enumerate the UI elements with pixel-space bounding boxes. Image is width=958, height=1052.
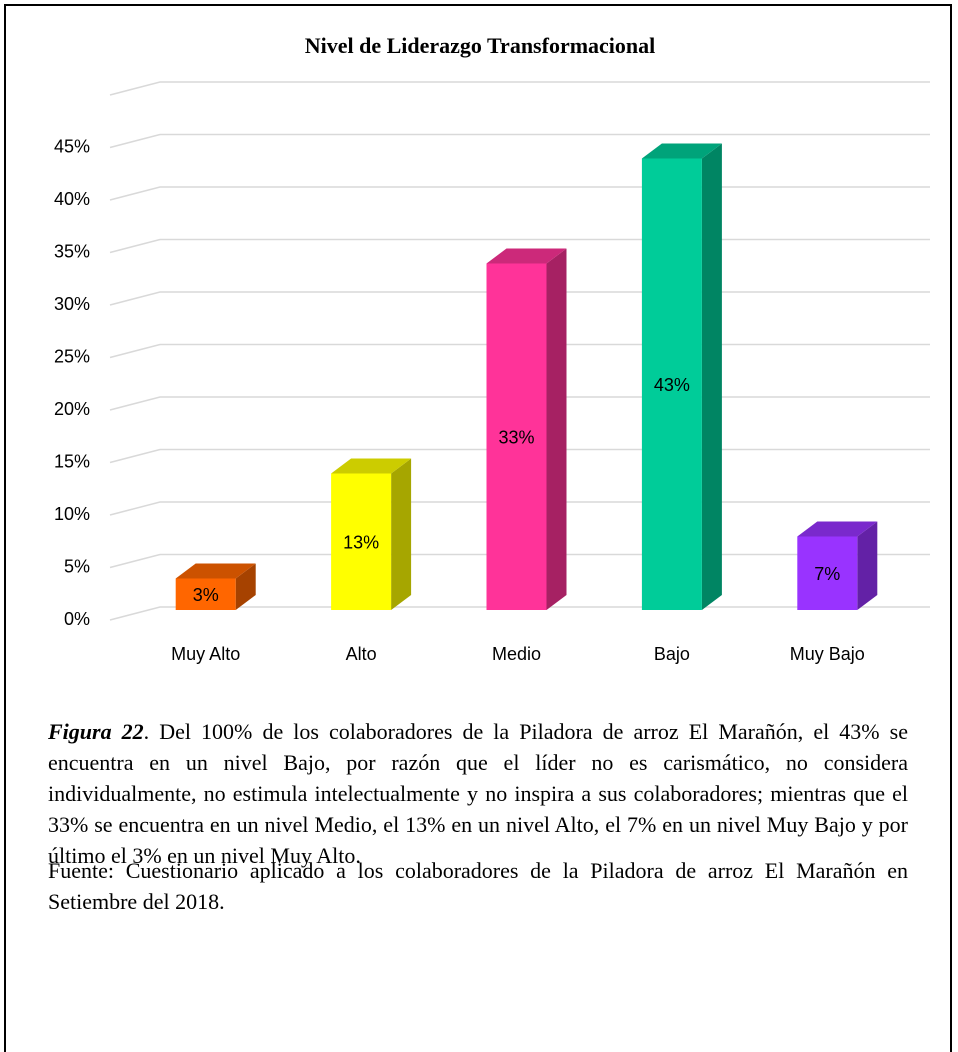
- figure-label: Figura 22: [48, 719, 144, 744]
- y-tick-label: 45%: [54, 136, 90, 156]
- y-tick-label: 40%: [54, 189, 90, 209]
- bar: [486, 263, 547, 610]
- value-label: 33%: [498, 428, 534, 448]
- bar: [331, 473, 392, 610]
- bar: [175, 578, 236, 610]
- bar-side: [857, 521, 878, 610]
- grid-line: [109, 81, 930, 96]
- bar-side: [391, 458, 412, 610]
- y-tick-label: 15%: [54, 451, 90, 471]
- y-tick-label: 5%: [64, 556, 90, 576]
- x-tick-label: Alto: [346, 644, 377, 664]
- bar-side: [235, 563, 256, 610]
- y-tick-label: 20%: [54, 399, 90, 419]
- y-tick-label: 0%: [64, 609, 90, 629]
- value-label: 3%: [193, 585, 219, 605]
- bar-top: [331, 458, 412, 474]
- caption: Figura 22. Del 100% de los colaboradores…: [48, 716, 908, 871]
- bar-top: [486, 248, 567, 264]
- y-tick-label: 25%: [54, 346, 90, 366]
- value-label: 7%: [814, 564, 840, 584]
- source: Fuente: Cuestionario aplicado a los cola…: [48, 858, 908, 914]
- x-tick-label: Medio: [492, 644, 541, 664]
- grid-line: [109, 186, 930, 201]
- chart: Nivel de Liderazgo Transformacional 0% 5%…: [54, 33, 930, 664]
- grid-line: [109, 133, 930, 149]
- y-tick-label: 30%: [54, 294, 90, 314]
- bar: [797, 536, 858, 610]
- bar-top: [641, 143, 722, 159]
- y-tick-label: 35%: [54, 241, 90, 261]
- x-tick-label: Muy Bajo: [790, 644, 865, 664]
- x-tick-label: Bajo: [654, 644, 690, 664]
- bar-top: [175, 563, 256, 579]
- figure-frame: [4, 4, 952, 1052]
- bar-top: [797, 521, 878, 537]
- x-tick-label: Muy Alto: [171, 644, 240, 664]
- bar: [641, 158, 702, 610]
- bar-side: [701, 143, 722, 610]
- chart-title: Nivel de Liderazgo Transformacional: [305, 33, 656, 58]
- bar-side: [546, 248, 567, 610]
- caption-text: . Del 100% de los colaboradores de la Pi…: [48, 719, 908, 868]
- y-tick-label: 10%: [54, 504, 90, 524]
- value-label: 43%: [654, 375, 690, 395]
- value-label: 13%: [343, 533, 379, 553]
